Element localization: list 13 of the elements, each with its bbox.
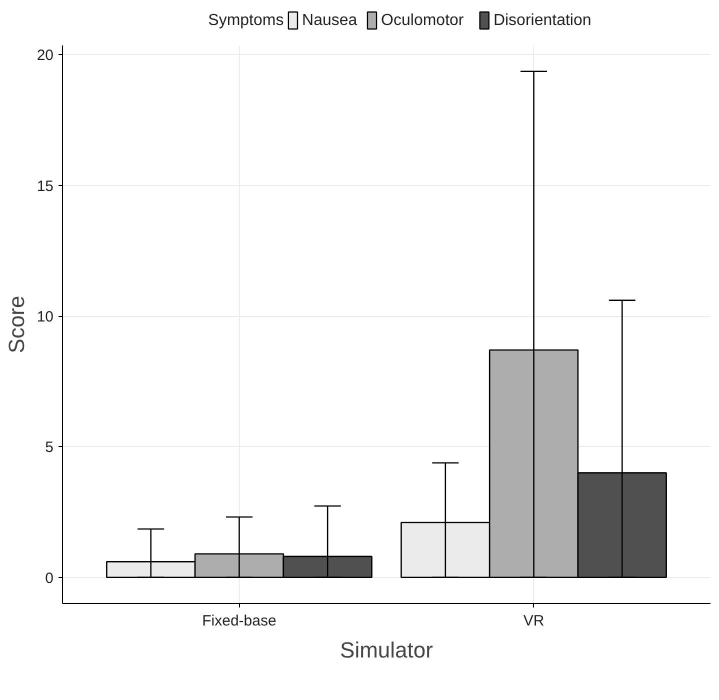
legend-label: Oculomotor [381, 12, 464, 29]
x-axis-title: Simulator [340, 638, 433, 662]
y-axis-title: Score [4, 296, 29, 354]
y-tick-label: 20 [36, 47, 54, 64]
legend-title: Symptoms [208, 12, 284, 29]
legend-label: Nausea [302, 12, 358, 29]
y-tick-label: 5 [45, 439, 54, 456]
legend-label: Disorientation [493, 12, 592, 29]
x-tick-label: VR [523, 612, 544, 630]
y-tick-label: 10 [36, 308, 54, 326]
x-tick-label: Fixed-base [202, 612, 276, 630]
y-tick-label: 0 [45, 570, 54, 587]
y-tick-label: 15 [36, 178, 54, 195]
